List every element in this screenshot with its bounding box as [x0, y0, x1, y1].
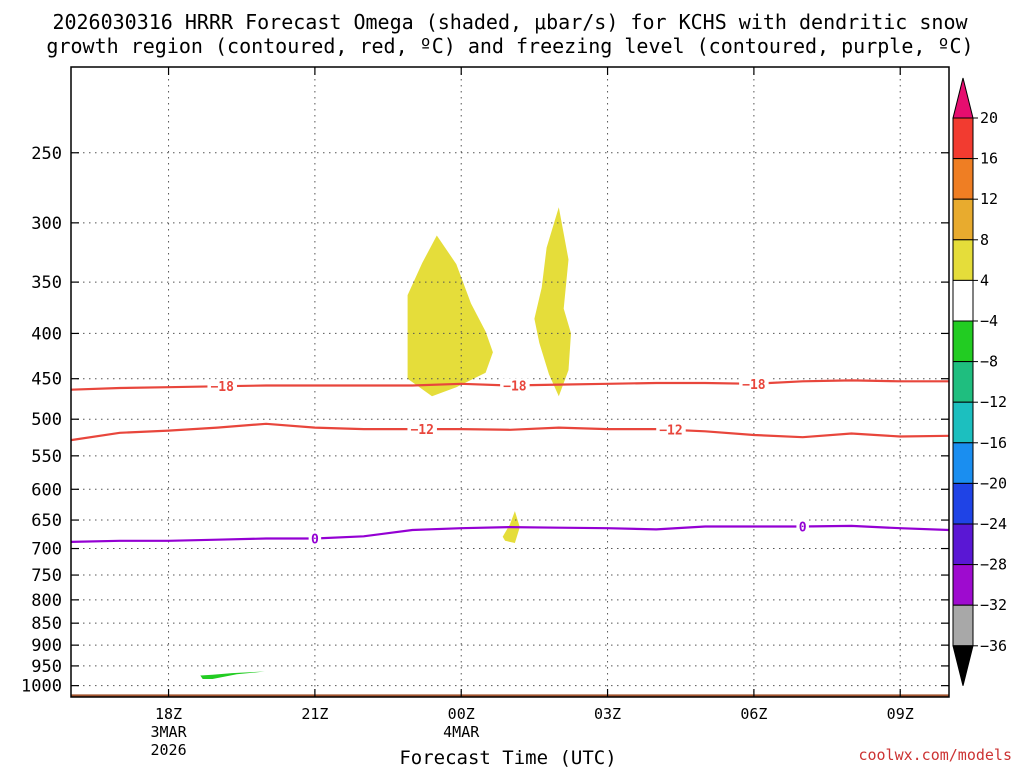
contour-label-bg — [308, 531, 322, 546]
x-axis-title: Forecast Time (UTC) — [399, 747, 616, 768]
colorbar-label-7: −12 — [980, 393, 1007, 411]
colorbar-band-1 — [952, 158, 974, 200]
colorbar-band-0 — [952, 117, 974, 160]
colorbar-top-triangle — [952, 77, 974, 119]
y-tick-label-1000: 1000 — [21, 677, 62, 697]
y-tick-label-800: 800 — [31, 591, 62, 611]
contour-label-bg — [407, 422, 437, 437]
y-tick-label-900: 900 — [31, 636, 62, 656]
colorbar-bottom-triangle — [952, 645, 974, 686]
colorbar-band-9 — [952, 482, 974, 525]
contour-line--12 — [70, 422, 950, 442]
y-tick-label-300: 300 — [31, 214, 62, 234]
y-tick-label-650: 650 — [31, 511, 62, 531]
colorbar-label-1: 16 — [980, 150, 998, 168]
colorbar-band-5 — [952, 320, 974, 363]
colorbar-label-4: 4 — [980, 271, 989, 289]
contour-label--12-1: −12 — [659, 424, 682, 439]
colorbar-band-7 — [952, 401, 974, 444]
contour-label--18-1: −18 — [503, 379, 527, 394]
y-tick-label-700: 700 — [31, 540, 62, 560]
colorbar-label-3: 8 — [980, 231, 989, 249]
y-tick-label-950: 950 — [31, 657, 62, 677]
y-tick-label-400: 400 — [31, 324, 62, 344]
plot-frame — [70, 66, 950, 698]
x-tick-label-17-0: 09Z — [887, 705, 914, 723]
contour-label--18-2: −18 — [742, 378, 766, 393]
y-tick-label-250: 250 — [31, 144, 62, 164]
colorbar-label-11: −28 — [980, 556, 1007, 574]
x-tick-label-8-1: 4MAR — [443, 723, 480, 741]
colorbar: 20 16 12 8 4 −4 −8 −12 −16 −20 −24 −28 −32 −36 — [952, 77, 1007, 686]
colorbar-label-2: 12 — [980, 190, 998, 208]
chart-title-line2: growth region (contoured, red, ºC) and f… — [46, 34, 973, 58]
colorbar-label-8: −16 — [980, 434, 1007, 452]
contour-label--18-0: −18 — [210, 380, 234, 395]
contour-label-0-1: 0 — [799, 521, 807, 536]
colorbar-band-12 — [952, 604, 974, 647]
colorbar-label-5: −4 — [980, 312, 998, 330]
omega-shade-region-3 — [200, 671, 265, 679]
contour-label-bg — [739, 376, 769, 391]
omega-shade-region-0 — [407, 235, 493, 397]
y-axis-pressure: 2503003504004505005506006507007508008509… — [21, 144, 949, 697]
y-tick-label-550: 550 — [31, 447, 62, 467]
x-tick-label-2-1: 3MAR — [150, 723, 187, 741]
x-tick-label-5-0: 21Z — [301, 705, 328, 723]
contour-label-bg — [500, 378, 530, 393]
colorbar-band-10 — [952, 523, 974, 566]
x-tick-label-2-0: 18Z — [155, 705, 182, 723]
x-tick-label-2-2: 2026 — [150, 741, 186, 759]
contour-label-0-0: 0 — [311, 533, 319, 548]
plot-border — [70, 66, 950, 698]
colorbar-band-8 — [952, 442, 974, 484]
colorbar-band-4 — [952, 279, 974, 322]
colorbar-label-12: −32 — [980, 596, 1007, 614]
colorbar-band-6 — [952, 361, 974, 403]
colorbar-label-10: −24 — [980, 515, 1007, 533]
colorbar-band-11 — [952, 564, 974, 606]
plot-area: −18 −18 −18 −12 −12 0 0 — [70, 67, 950, 697]
y-tick-label-600: 600 — [31, 480, 62, 500]
x-tick-label-14-0: 06Z — [740, 705, 767, 723]
omega-shade-region-1 — [534, 207, 571, 397]
y-tick-label-450: 450 — [31, 370, 62, 390]
colorbar-band-2 — [952, 198, 974, 241]
credit-text: coolwx.com/models — [858, 746, 1012, 764]
x-tick-label-11-0: 03Z — [594, 705, 621, 723]
y-tick-label-500: 500 — [31, 410, 62, 430]
contour-label-bg — [796, 519, 809, 534]
y-tick-label-850: 850 — [31, 614, 62, 634]
x-tick-label-8-0: 00Z — [448, 705, 475, 723]
ground-terrain — [71, 694, 949, 697]
colorbar-label-0: 20 — [980, 109, 998, 127]
y-tick-label-750: 750 — [31, 566, 62, 586]
colorbar-label-13: −36 — [980, 637, 1007, 655]
contour-label-bg — [207, 379, 237, 394]
chart-title-line1: 2026030316 HRRR Forecast Omega (shaded, … — [52, 10, 968, 34]
colorbar-band-3 — [952, 239, 974, 281]
y-tick-label-350: 350 — [31, 273, 62, 293]
contour-label--12-0: −12 — [410, 423, 433, 438]
colorbar-label-6: −8 — [980, 353, 998, 371]
colorbar-label-9: −20 — [980, 474, 1007, 492]
contour-label-bg — [656, 422, 686, 437]
